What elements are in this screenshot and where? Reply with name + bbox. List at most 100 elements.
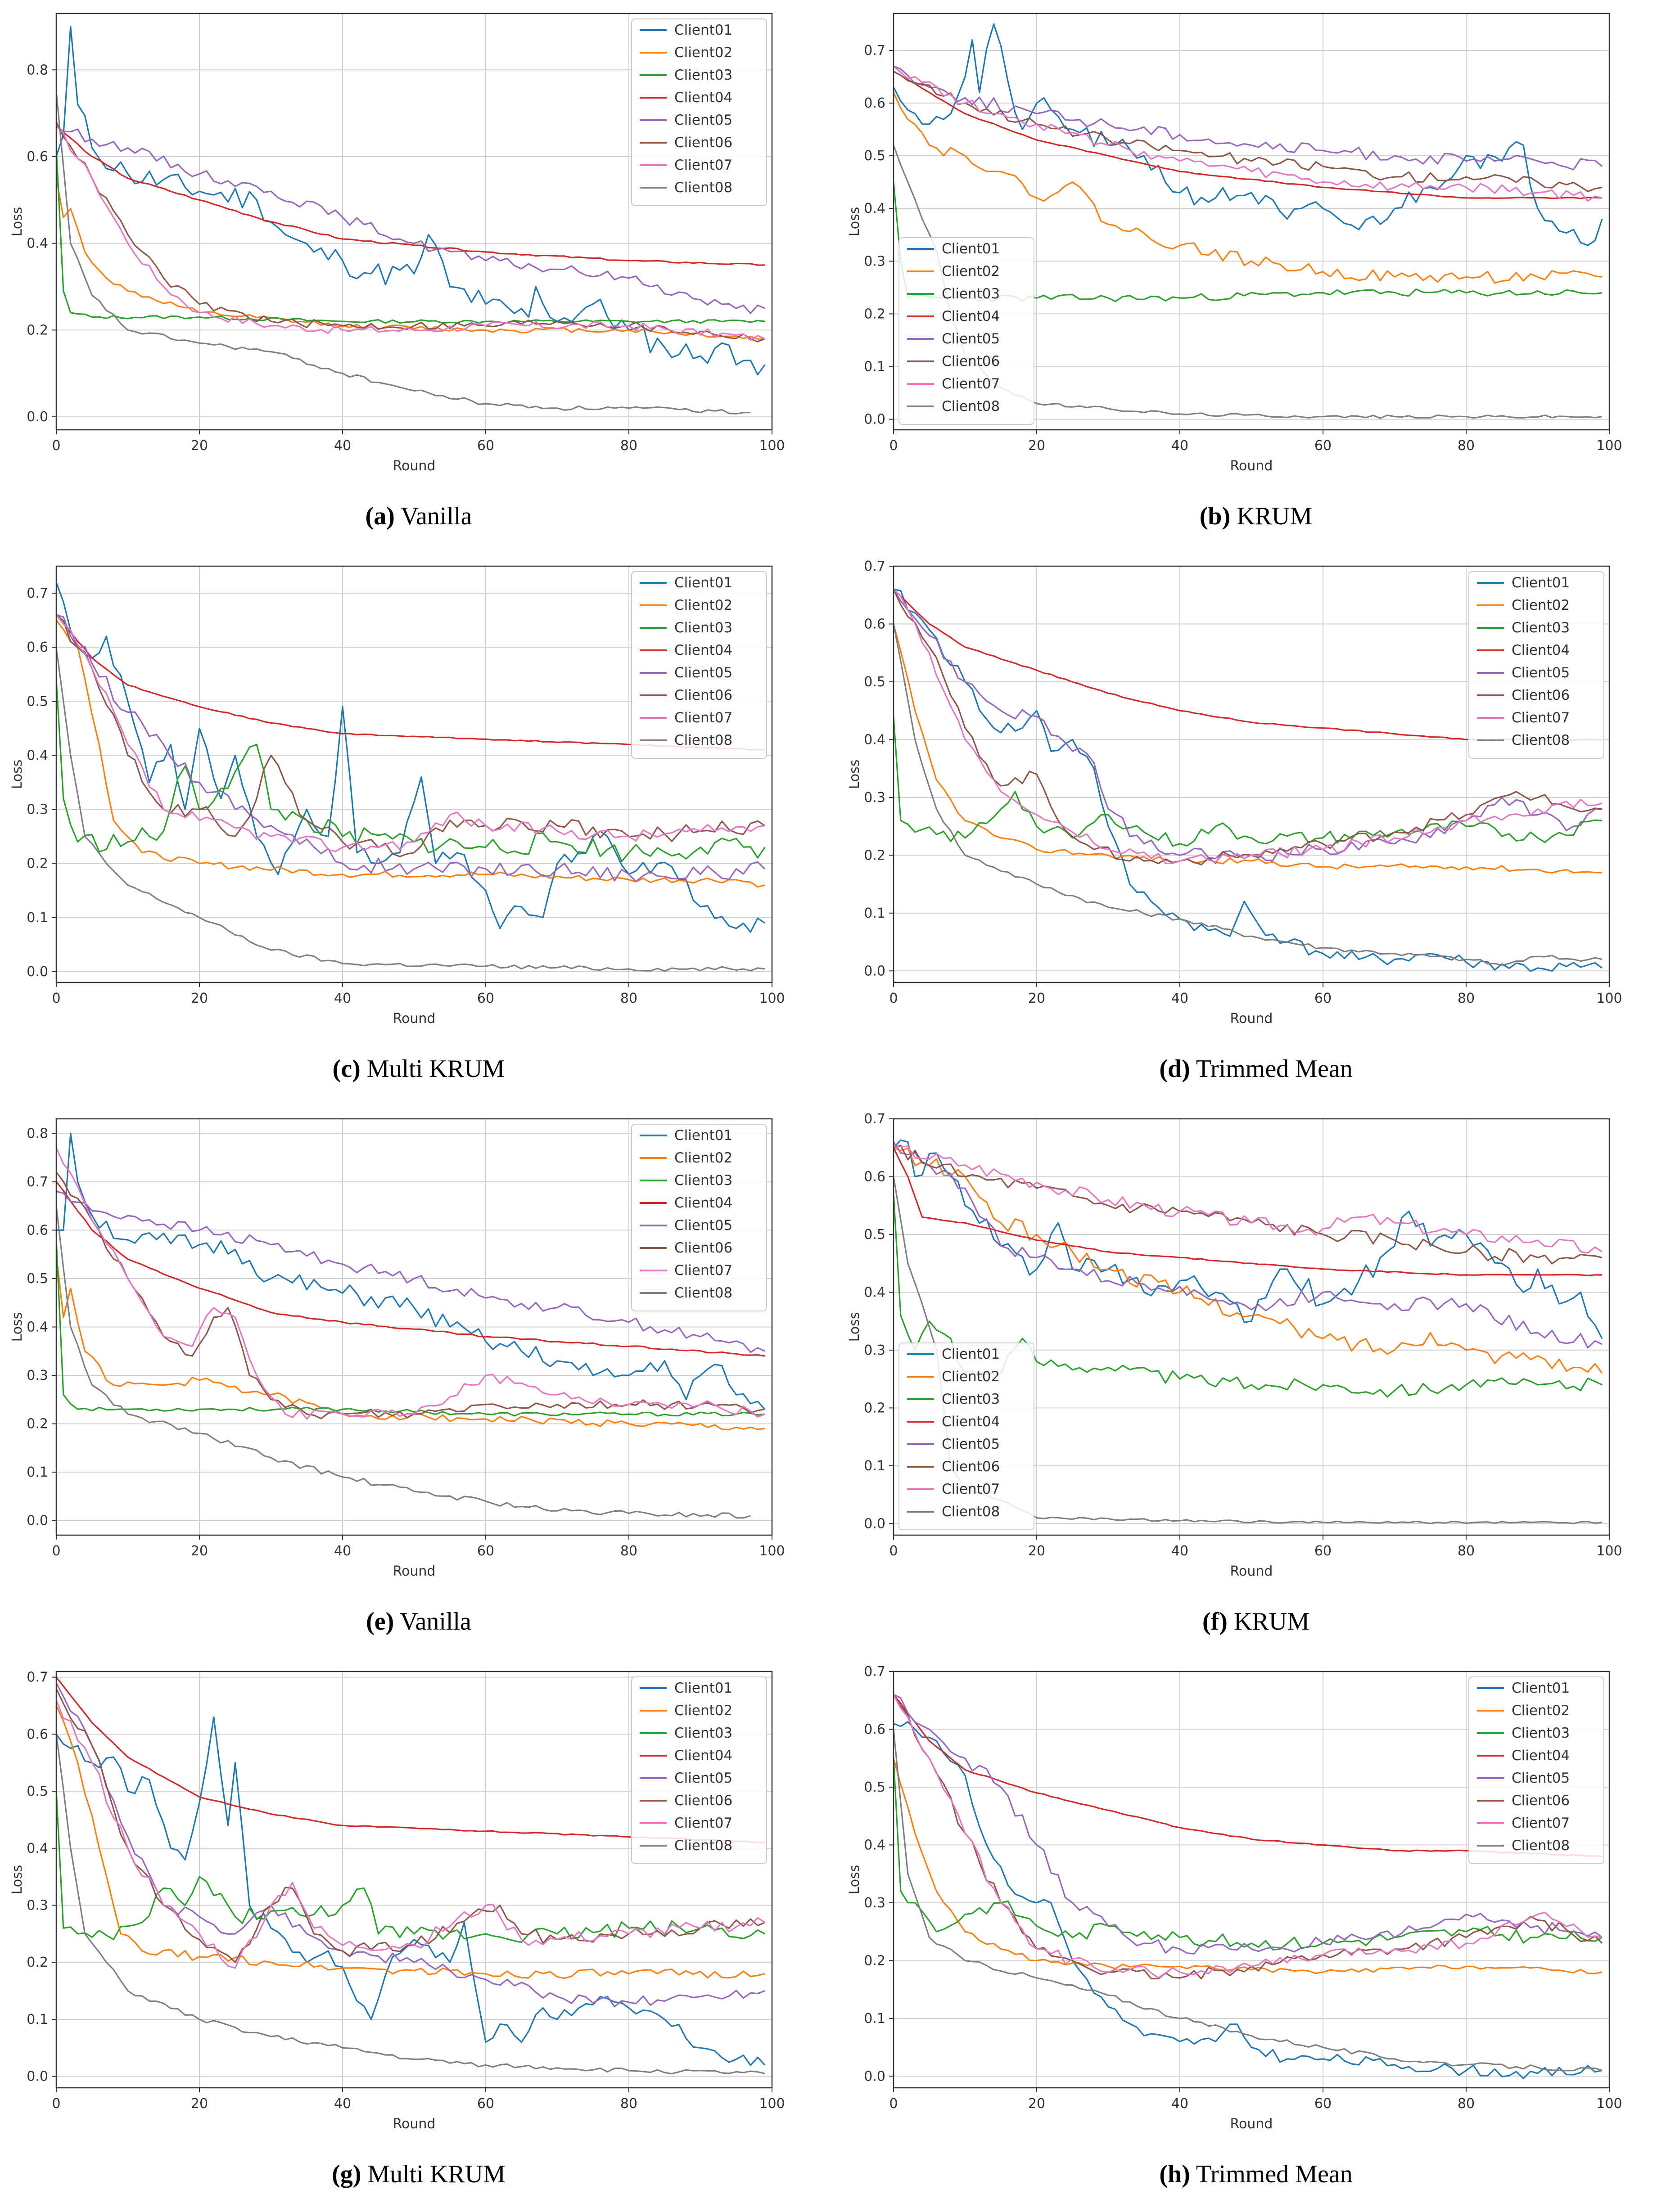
x-tick-label: 20 [191,2096,208,2112]
y-tick-label: 0.4 [864,1837,885,1853]
legend-label-client04: Client04 [674,1748,732,1764]
y-tick-label: 0.6 [27,149,48,165]
plot-frame [55,1118,773,1536]
series-line-client06 [56,122,765,342]
y-tick-label: 0.0 [27,409,48,425]
x-tick-label: 100 [1596,2096,1622,2112]
legend-label-client05: Client05 [674,1770,732,1786]
x-tick-label: 0 [52,991,60,1006]
x-tick-label: 20 [191,991,208,1006]
y-tick-label: 0.1 [864,906,885,921]
legend-label-client08: Client08 [674,1838,732,1854]
series-line-client02 [894,92,1603,284]
x-tick-label: 40 [1171,438,1188,454]
legend-label-client07: Client07 [1512,710,1570,726]
legend-label-client07: Client07 [942,376,1000,392]
legend-label-client08: Client08 [942,398,1000,414]
legend-label-client01: Client01 [942,1346,1000,1362]
caption-h: (h) Trimmed Mean [1159,2160,1353,2188]
legend-label-client04: Client04 [1512,642,1570,658]
caption-b: (b) KRUM [1199,502,1313,530]
series-line-client03 [894,716,1603,847]
x-tick-label: 20 [1028,2096,1045,2112]
x-tick-label: 20 [1028,991,1045,1006]
x-tick-label: 80 [620,1543,637,1559]
x-axis-label: Round [1230,458,1273,474]
x-tick-label: 60 [1314,991,1332,1006]
series-line-client04 [56,1181,765,1357]
y-tick-label: 0.0 [864,2068,885,2084]
legend-label-client06: Client06 [942,353,1000,369]
chart-panel-e: 0 20 40 60 80 100 0.0 0.1 0.2 0.3 0.4 0.5 0.6 0.7 0.8 R… [0,1105,837,1658]
series-line-client02 [56,1705,765,1979]
chart-panel-c: 0 20 40 60 80 100 0.0 0.1 0.2 0.3 0.4 0.5 0.6 0.7 Roun… [0,553,837,1105]
legend-label-client08: Client08 [674,1285,732,1301]
legend-label-client08: Client08 [674,180,732,196]
series-line-client05 [894,65,1603,171]
legend-label-client03: Client03 [674,1725,732,1741]
chart-e-svg: 0 20 40 60 80 100 0.0 0.1 0.2 0.3 0.4 0.5 0.6 0.7 0.8 R… [9,1118,785,1579]
series-line-client07 [894,65,1603,202]
x-tick-label: 60 [477,2096,494,2112]
legend-box [1468,571,1604,759]
y-tick-label: 0.1 [27,2012,48,2027]
x-axis-label: Round [1230,2116,1273,2132]
legend-label-client07: Client07 [674,1815,732,1831]
y-tick-label: 0.1 [864,2011,885,2027]
y-tick-label: 0.1 [864,1458,885,1474]
plot-frame [893,1118,1610,1536]
y-tick-label: 0.4 [27,1320,48,1335]
legend: Client01 Client02 Client03 Client04 Client05… [631,18,767,206]
y-tick-label: 0.5 [864,148,885,164]
chart-f-svg: 0 20 40 60 80 100 0.0 0.1 0.2 0.3 0.4 0.5 0.6 0.7 Roun… [847,1111,1622,1579]
y-tick-label: 0.2 [27,1416,48,1432]
y-axis-label: Loss [847,760,862,789]
y-axis-label: Loss [847,1312,862,1342]
x-tick-label: 20 [1028,438,1045,454]
series-line-client03 [56,1791,765,1943]
x-tick-label: 60 [477,438,494,454]
series-line-client05 [894,1694,1603,1955]
y-tick-label: 0.0 [27,964,48,980]
y-tick-label: 0.4 [864,732,885,748]
legend-label-client08: Client08 [1512,732,1570,748]
series-line-client07 [894,589,1603,865]
x-tick-label: 80 [1458,1543,1475,1559]
x-tick-label: 40 [1171,1543,1188,1559]
chart-c-svg: 0 20 40 60 80 100 0.0 0.1 0.2 0.3 0.4 0.5 0.6 0.7 Roun… [9,565,785,1027]
legend-label-client02: Client02 [674,45,732,61]
legend-label-client02: Client02 [1512,597,1570,613]
legend-box [631,18,767,206]
x-tick-label: 60 [1314,1543,1332,1559]
legend: Client01 Client02 Client03 Client04 Client05… [631,1124,767,1311]
legend-label-client05: Client05 [1512,1770,1570,1786]
series-line-client07 [56,126,765,341]
legend: Client01 Client02 Client03 Client04 Client05… [631,1676,767,1864]
y-tick-label: 0.7 [864,1111,885,1127]
series-line-client05 [56,614,766,883]
caption-c: (c) Multi KRUM [332,1055,505,1083]
chart-panel-f: 0 20 40 60 80 100 0.0 0.1 0.2 0.3 0.4 0.5 0.6 0.7 Roun… [837,1105,1675,1658]
x-tick-label: 80 [1458,991,1475,1006]
legend: Client01 Client02 Client03 Client04 Client05… [1468,571,1604,759]
legend-label-client05: Client05 [942,331,1000,347]
legend-label-client02: Client02 [1512,1703,1570,1719]
legend-label-client02: Client02 [942,1369,1000,1385]
x-tick-label: 80 [1458,438,1475,454]
y-tick-label: 0.2 [27,322,48,338]
legend-label-client06: Client06 [674,135,732,151]
x-tick-label: 100 [1596,1543,1622,1559]
x-tick-label: 40 [334,438,351,454]
series-line-client01 [56,1132,766,1410]
x-tick-label: 0 [889,438,898,454]
legend: Client01 Client02 Client03 Client04 Client05… [898,237,1034,425]
series-line-client04 [894,1147,1603,1276]
series-line-client01 [894,1139,1603,1339]
legend-label-client05: Client05 [674,1217,732,1234]
x-tick-label: 100 [759,438,785,454]
legend-label-client06: Client06 [1512,687,1570,703]
y-tick-label: 0.4 [864,201,885,216]
legend-label-client01: Client01 [674,1680,732,1696]
series-line-client03 [56,680,766,862]
x-tick-label: 40 [334,2096,351,2112]
